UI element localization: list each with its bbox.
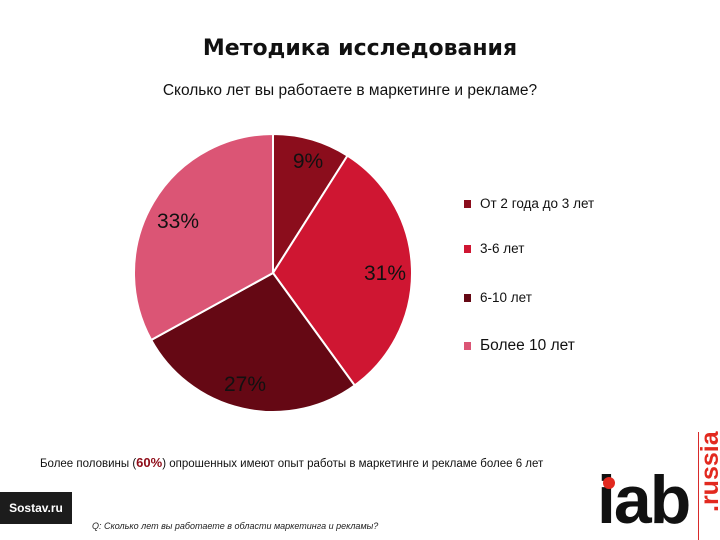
conclusion-after: ) опрошенных имеют опыт работы в маркети… xyxy=(162,458,544,470)
legend-swatch xyxy=(464,199,471,208)
pie-slice xyxy=(133,132,274,342)
iab-logo: iab xyxy=(597,462,691,538)
footnote: Q: Сколько лет вы работаете в области ма… xyxy=(92,521,379,531)
conclusion-before: Более половины ( xyxy=(40,458,137,470)
conclusion-highlight: 60% xyxy=(136,455,163,470)
legend-label: От 2 года до 3 лет xyxy=(480,196,595,211)
legend-swatch xyxy=(464,293,471,302)
legend-item: От 2 года до 3 лет xyxy=(464,196,594,211)
legend-item: 3-6 лет xyxy=(464,241,524,256)
page-title: Методика исследования xyxy=(202,36,518,61)
legend-label: 6-10 лет xyxy=(480,290,532,305)
russia-logo: .russia xyxy=(696,431,720,512)
logo-divider xyxy=(698,432,699,540)
legend-item: Более 10 лет xyxy=(464,337,575,355)
slice-label: 31% xyxy=(363,262,407,285)
legend-swatch xyxy=(464,342,471,350)
slice-label: 9% xyxy=(292,150,324,173)
slice-label: 27% xyxy=(223,373,267,396)
pie-slice xyxy=(149,271,357,413)
legend-item: 6-10 лет xyxy=(464,290,532,305)
legend-label: 3-6 лет xyxy=(480,241,525,256)
sostav-logo: Sostav.ru xyxy=(0,492,72,524)
iab-logo-dot xyxy=(603,477,615,489)
legend-swatch xyxy=(464,244,471,253)
chart-question: Сколько лет вы работаете в маркетинге и … xyxy=(162,82,538,99)
slice-label: 33% xyxy=(156,210,200,233)
pie-slice xyxy=(271,154,413,387)
conclusion-text: Более половины (60%) опрошенных имеют оп… xyxy=(40,455,543,470)
pie-slice xyxy=(272,132,349,277)
legend-label: Более 10 лет xyxy=(480,337,575,354)
